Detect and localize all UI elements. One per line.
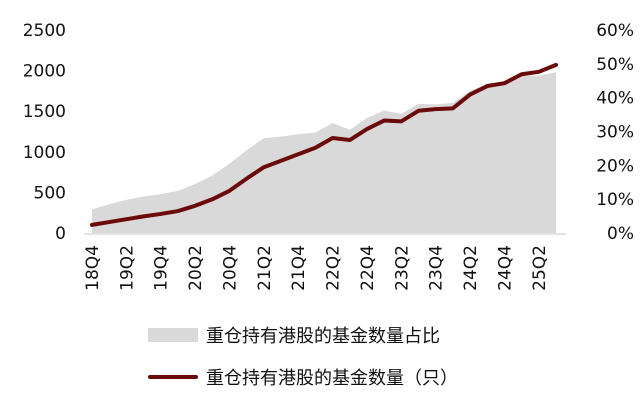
y-left-tick-label: 500 — [34, 183, 66, 203]
legend-label-area: 重仓持有港股的基金数量占比 — [206, 326, 440, 347]
line-layer — [90, 62, 558, 227]
x-tick-label: 18Q4 — [83, 245, 103, 291]
legend: 重仓持有港股的基金数量占比 重仓持有港股的基金数量（只） — [148, 326, 458, 389]
x-tick-label: 19Q2 — [117, 245, 137, 291]
x-tick-label: 24Q4 — [495, 245, 515, 291]
y-right-tick-label: 50% — [596, 55, 634, 75]
y-right-tick-label: 30% — [596, 123, 634, 143]
x-tick-label: 22Q2 — [324, 245, 344, 291]
y-left-tick-label: 2000 — [23, 62, 66, 82]
y-right-tick-label: 0% — [607, 224, 634, 244]
area-series-share — [92, 72, 556, 234]
x-tick-label: 25Q2 — [530, 245, 550, 291]
area-layer — [92, 72, 556, 234]
legend-label-line: 重仓持有港股的基金数量（只） — [206, 368, 458, 389]
y-right-tick-label: 10% — [596, 190, 634, 210]
x-tick-label: 21Q4 — [289, 245, 309, 291]
x-tick-label: 22Q4 — [358, 245, 378, 291]
y-left-tick-label: 1000 — [23, 143, 66, 163]
x-tick-label: 21Q2 — [255, 245, 275, 291]
x-tick-label: 23Q2 — [392, 245, 412, 291]
y-left-tick-label: 2500 — [23, 21, 66, 41]
y-right-tick-label: 20% — [596, 156, 634, 176]
x-tick-label: 23Q4 — [427, 245, 447, 291]
x-tick-label: 24Q2 — [461, 245, 481, 291]
x-tick-label: 20Q2 — [186, 245, 206, 291]
x-tick-label: 20Q4 — [220, 245, 240, 291]
y-right-tick-label: 40% — [596, 89, 634, 109]
y-right-tick-label: 60% — [596, 21, 634, 41]
line-series-count — [90, 62, 558, 227]
y-left-tick-label: 1500 — [23, 102, 66, 122]
x-tick-label: 19Q4 — [152, 245, 172, 291]
axis-layer: 0 500 1000 1500 2000 2500 0% 10% 20% 30% 40% 50% 60%… — [23, 21, 634, 291]
y-left-tick-label: 0 — [55, 224, 66, 244]
legend-swatch-area — [148, 328, 198, 342]
